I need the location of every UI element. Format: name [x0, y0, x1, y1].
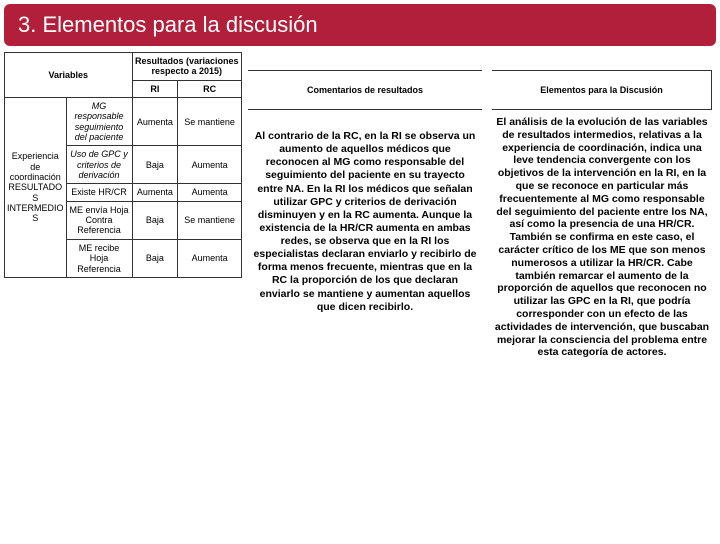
slide-title: 3. Elementos para la discusión: [4, 4, 716, 46]
comments-header: Comentarios de resultados: [248, 70, 482, 110]
rowgroup-label: Experiencia de coordinación RESULTADOS I…: [5, 98, 67, 278]
row-sub: Existe HR/CR: [66, 184, 132, 201]
content-area: Variables Resultados (variaciones respec…: [0, 52, 720, 359]
row-sub: Uso de GPC y criterios de derivación: [66, 146, 132, 184]
elements-column: Elementos para la Discusión El análisis …: [488, 52, 716, 359]
table-header-row-1: Variables Resultados (variaciones respec…: [5, 53, 242, 81]
row-ri: Baja: [132, 201, 178, 239]
row-rc: Se mantiene: [178, 98, 242, 146]
header-variables: Variables: [5, 53, 133, 98]
results-table: Variables Resultados (variaciones respec…: [4, 52, 242, 278]
row-sub: MG responsable seguimiento del paciente: [66, 98, 132, 146]
header-rc: RC: [178, 80, 242, 97]
row-rc: Aumenta: [178, 146, 242, 184]
row-ri: Baja: [132, 239, 178, 277]
elements-body: El análisis de la evolución de las varia…: [492, 110, 712, 359]
row-rc: Aumenta: [178, 239, 242, 277]
results-table-wrap: Variables Resultados (variaciones respec…: [4, 52, 242, 359]
row-rc: Aumenta: [178, 184, 242, 201]
row-ri: Aumenta: [132, 184, 178, 201]
comments-body: Al contrario de la RC, en la RI se obser…: [248, 110, 482, 314]
row-sub: ME envía Hoja Contra Referencia: [66, 201, 132, 239]
elements-header: Elementos para la Discusión: [492, 70, 712, 110]
row-ri: Baja: [132, 146, 178, 184]
row-rc: Se mantiene: [178, 201, 242, 239]
header-resultados: Resultados (variaciones respecto a 2015): [132, 53, 241, 81]
header-ri: RI: [132, 80, 178, 97]
row-sub: ME recibe Hoja Referencia: [66, 239, 132, 277]
row-ri: Aumenta: [132, 98, 178, 146]
table-row: Experiencia de coordinación RESULTADOS I…: [5, 98, 242, 146]
comments-column: Comentarios de resultados Al contrario d…: [242, 52, 488, 359]
